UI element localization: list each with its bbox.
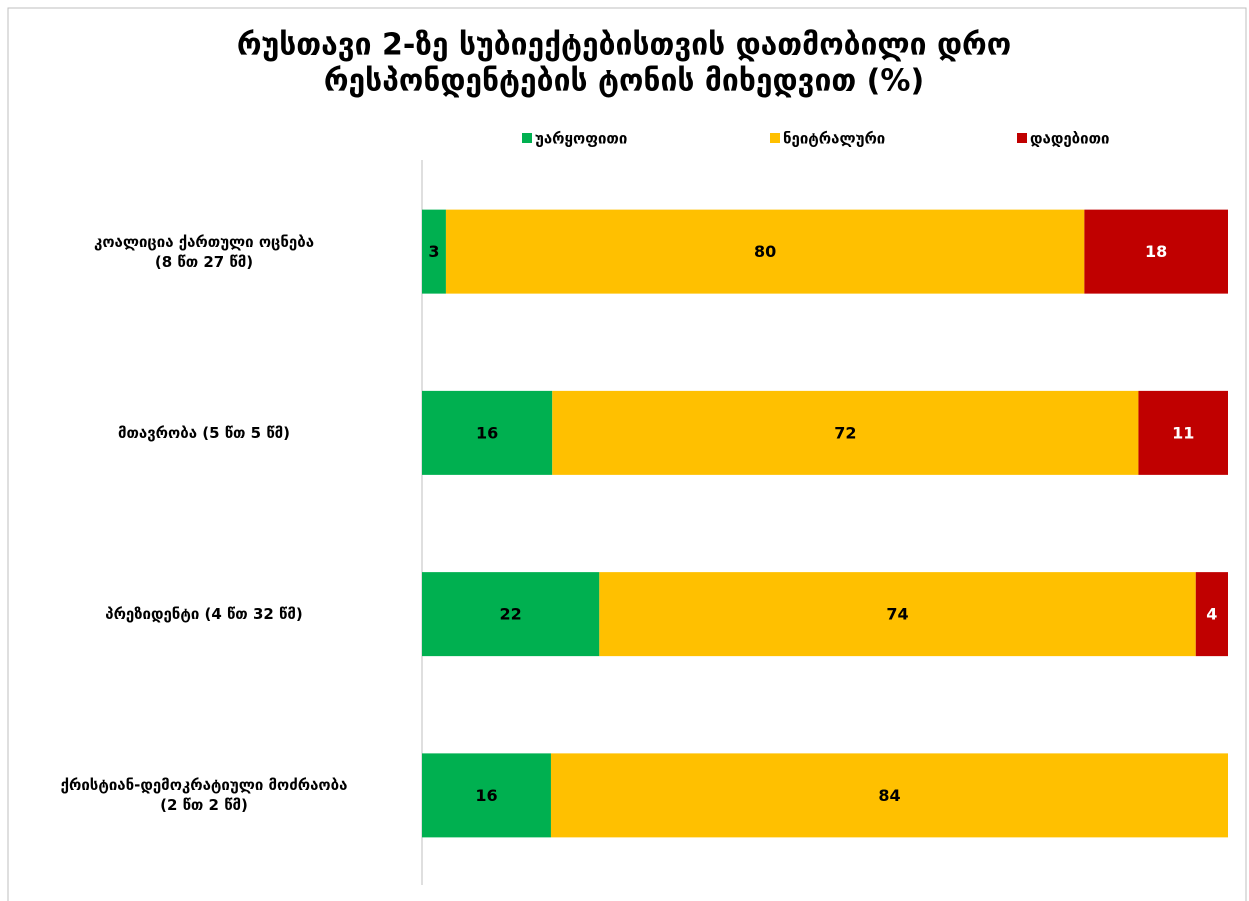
bar-segment [599, 572, 1196, 657]
data-label: 16 [476, 423, 498, 442]
bar-segment [445, 209, 1085, 294]
data-label: 74 [886, 605, 908, 624]
data-label: 16 [475, 786, 497, 805]
y-tick-label: კოალიცია ქართული ოცნება (8 წთ 27 წმ) [4, 232, 404, 272]
bar-segment [1084, 209, 1228, 294]
y-tick-label-line: ქრისტიან-დემოკრატიული მოძრაობა [60, 776, 348, 795]
bar-segment [1195, 572, 1228, 657]
data-label: 84 [878, 786, 900, 805]
chart-title: რუსთავი 2-ზე სუბიექტებისთვის დათმობილი დ… [237, 28, 1011, 63]
bar-segment [552, 390, 1139, 475]
chart-title: რესპონდენტების ტონის მიხედვით (%) [324, 64, 924, 99]
data-label: 80 [754, 242, 776, 261]
data-label: 22 [500, 605, 522, 624]
bar-segment [422, 753, 551, 838]
data-label: 18 [1145, 242, 1167, 261]
data-label: 11 [1172, 423, 1194, 442]
legend-label: ნეიტრალური [783, 130, 885, 148]
data-label: 3 [428, 242, 439, 261]
y-tick-label: პრეზიდენტი (4 წთ 32 წმ) [4, 604, 404, 624]
legend-label: დადებითი [1030, 130, 1109, 148]
y-tick-label-line: მთავრობა (5 წთ 5 წმ) [117, 423, 291, 442]
legend-swatch [1017, 133, 1027, 143]
bar-segment [1138, 390, 1228, 475]
bar-segment [422, 390, 553, 475]
y-tick-label: ქრისტიან-დემოკრატიული მოძრაობა (2 წთ 2 წმ… [4, 775, 404, 815]
y-tick-label-line: კოალიცია ქართული ოცნება [93, 232, 314, 251]
chart-border [7, 7, 1247, 901]
data-label: 72 [834, 423, 856, 442]
bar-segment [422, 209, 446, 294]
legend-swatch [522, 133, 532, 143]
legend-label: უარყოფითი [535, 130, 627, 148]
data-label: 4 [1206, 605, 1217, 624]
y-tick-label: მთავრობა (5 წთ 5 წმ) [4, 423, 404, 443]
bar-segment [422, 572, 600, 657]
y-tick-label-line: (2 წთ 2 წმ) [160, 796, 248, 815]
y-tick-label-line: (8 წთ 27 წმ) [154, 252, 254, 271]
legend-swatch [770, 133, 780, 143]
y-tick-label-line: პრეზიდენტი (4 წთ 32 წმ) [105, 605, 303, 624]
bar-segment [550, 753, 1228, 838]
